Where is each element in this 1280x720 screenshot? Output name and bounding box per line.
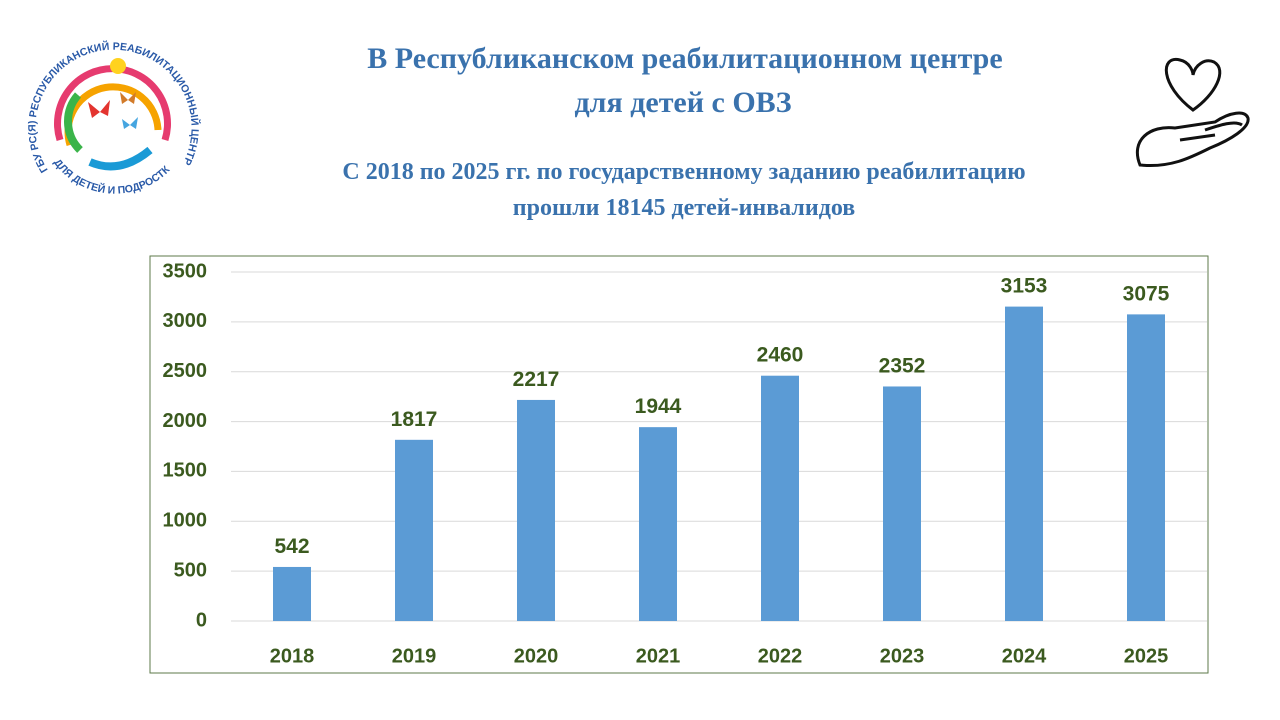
chart-subtitle: С 2018 по 2025 гг. по государственному з… — [342, 159, 1025, 185]
value-label: 1944 — [635, 395, 682, 418]
x-tick-label: 2019 — [392, 645, 437, 667]
logo-sun — [110, 58, 126, 74]
logo-butterfly — [122, 117, 138, 129]
chart-title: для детей с ОВЗ — [574, 86, 791, 119]
y-tick-label: 3500 — [163, 260, 208, 282]
bar — [639, 427, 677, 621]
bar — [1005, 306, 1043, 621]
value-label: 1817 — [391, 408, 438, 431]
logo: ГБУ РС(Я) РЕСПУБЛИКАНСКИЙ РЕАБИЛИТАЦИОНН… — [0, 0, 202, 197]
value-label: 542 — [274, 535, 309, 558]
value-label: 2460 — [757, 344, 804, 367]
x-tick-label: 2024 — [1002, 645, 1047, 667]
y-tick-label: 2000 — [163, 410, 208, 432]
logo-arc — [64, 83, 162, 147]
x-tick-label: 2022 — [758, 645, 803, 667]
value-label: 3075 — [1123, 282, 1170, 305]
x-tick-label: 2023 — [880, 645, 925, 667]
bar — [395, 439, 433, 621]
chart-frame — [149, 255, 1209, 674]
y-tick-label: 500 — [174, 559, 207, 581]
bar — [761, 375, 799, 621]
x-tick-label: 2020 — [514, 645, 559, 667]
bar — [1127, 314, 1165, 621]
x-tick-label: 2018 — [270, 645, 315, 667]
value-label: 2352 — [879, 354, 926, 377]
hands-heart-icon — [1136, 58, 1250, 168]
y-tick-label: 0 — [196, 609, 207, 631]
logo-butterfly — [88, 100, 110, 118]
logo-arc — [88, 146, 153, 171]
chart-subtitle: прошли 18145 детей-инвалидов — [513, 195, 855, 221]
chart-title: В Республиканском реабилитационном центр… — [367, 42, 1002, 75]
hand — [1136, 111, 1250, 168]
value-label: 3153 — [1001, 275, 1048, 298]
hand-line — [1179, 121, 1243, 142]
y-tick-label: 3000 — [163, 310, 208, 332]
bar — [517, 399, 555, 621]
x-tick-label: 2021 — [636, 645, 681, 667]
heart — [1164, 58, 1222, 112]
x-tick-label: 2025 — [1124, 645, 1169, 667]
bar — [273, 566, 311, 621]
value-label: 2217 — [513, 368, 560, 391]
logo-butterfly — [120, 92, 136, 104]
y-tick-label: 1000 — [163, 510, 208, 532]
bar — [883, 386, 921, 621]
y-tick-label: 1500 — [163, 460, 208, 482]
y-tick-label: 2500 — [163, 360, 208, 382]
logo-arc — [64, 92, 83, 153]
